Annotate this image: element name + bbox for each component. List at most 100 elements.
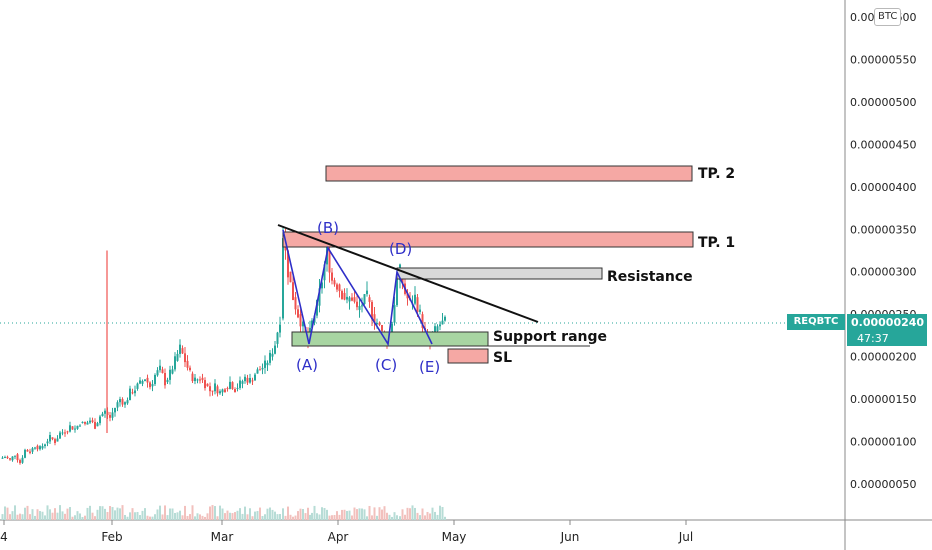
volume-bar bbox=[282, 508, 284, 520]
volume-bar bbox=[313, 505, 316, 520]
candle-body bbox=[21, 457, 24, 463]
plot-area[interactable] bbox=[0, 0, 845, 520]
x-axis-ticks: 4 Feb Mar Apr May Jun Jul bbox=[0, 520, 693, 544]
candle-body bbox=[249, 377, 251, 383]
x-tick-label: Mar bbox=[211, 530, 234, 544]
volume-bar bbox=[179, 510, 181, 520]
volume-bar bbox=[376, 515, 378, 520]
volume-bar bbox=[323, 507, 326, 520]
candle-body bbox=[323, 264, 326, 281]
volume-bar bbox=[321, 507, 323, 520]
candle-body bbox=[99, 416, 101, 424]
volume-bar bbox=[289, 514, 292, 520]
candle-body bbox=[114, 408, 116, 413]
sl-label: SL bbox=[493, 350, 512, 366]
candle-body bbox=[39, 446, 41, 450]
volume-bar bbox=[396, 515, 398, 520]
last-price-value: 0.00000240 bbox=[851, 316, 925, 329]
volume-bar bbox=[328, 515, 331, 520]
volume-bar bbox=[331, 515, 333, 520]
tp1-zone[interactable] bbox=[282, 231, 694, 248]
candle-body bbox=[444, 316, 446, 321]
volume-bars bbox=[1, 505, 446, 520]
candle-body bbox=[14, 455, 16, 457]
candle-body bbox=[271, 353, 274, 357]
volume-bar bbox=[444, 516, 446, 520]
volume-bar bbox=[226, 510, 229, 520]
volume-bar bbox=[429, 513, 431, 520]
volume-bar bbox=[21, 514, 24, 520]
volume-bar bbox=[89, 505, 91, 520]
symbol-badge: REQBTC bbox=[787, 314, 845, 330]
candle-body bbox=[156, 370, 159, 376]
candle-body bbox=[9, 458, 11, 460]
volume-bar bbox=[302, 509, 304, 520]
volume-bar bbox=[348, 510, 351, 520]
volume-bar bbox=[56, 512, 59, 520]
volume-bar bbox=[24, 507, 26, 520]
candle-body bbox=[302, 321, 304, 327]
volume-bar bbox=[216, 516, 219, 520]
candle-body bbox=[101, 413, 104, 417]
candle-body bbox=[254, 374, 256, 381]
currency-badge[interactable]: BTC bbox=[874, 8, 902, 26]
descending-trendline[interactable] bbox=[277, 224, 539, 323]
candle-body bbox=[287, 250, 289, 278]
volume-bar bbox=[49, 509, 51, 520]
candle-body bbox=[368, 297, 371, 302]
candle-body bbox=[166, 379, 169, 383]
volume-bar bbox=[363, 509, 366, 520]
volume-bar bbox=[104, 508, 106, 520]
volume-bar bbox=[274, 511, 276, 520]
x-tick-label: Jun bbox=[560, 530, 580, 544]
volume-bar bbox=[219, 505, 221, 520]
candle-body bbox=[199, 379, 201, 381]
candle-body bbox=[91, 420, 94, 422]
candle-body bbox=[376, 323, 378, 325]
candle-body bbox=[134, 390, 136, 394]
candle-body bbox=[169, 369, 171, 380]
volume-bar bbox=[196, 513, 199, 520]
candle-body bbox=[84, 421, 86, 424]
volume-bar bbox=[176, 512, 179, 520]
candle-body bbox=[419, 309, 421, 312]
volume-bar bbox=[74, 515, 76, 520]
volume-bar bbox=[333, 515, 336, 520]
volume-bar bbox=[171, 508, 174, 520]
volume-bar bbox=[391, 516, 393, 520]
volume-bar bbox=[378, 507, 381, 520]
volume-bar bbox=[131, 508, 134, 520]
candle-body bbox=[189, 367, 191, 371]
candle-body bbox=[126, 400, 129, 404]
volume-bar bbox=[366, 516, 368, 520]
volume-bar bbox=[431, 507, 434, 520]
resistance-label: Resistance bbox=[607, 269, 693, 285]
volume-bar bbox=[266, 508, 269, 520]
candle-body bbox=[34, 447, 36, 449]
y-axis-ticks: 0.000006000.000005500.000005000.00000450… bbox=[850, 11, 916, 491]
candle-body bbox=[279, 324, 281, 333]
candle-body bbox=[41, 446, 44, 449]
volume-bar bbox=[26, 505, 29, 520]
resistance-zone[interactable] bbox=[396, 267, 603, 280]
candle-body bbox=[71, 426, 74, 430]
y-tick-label: 0.00000100 bbox=[850, 436, 916, 449]
candle-body bbox=[236, 387, 239, 389]
candle-body bbox=[333, 280, 336, 285]
candle-body bbox=[159, 365, 161, 371]
tp2-zone[interactable] bbox=[325, 165, 693, 182]
y-tick-label: 0.00000200 bbox=[850, 351, 916, 364]
volume-bar bbox=[111, 507, 114, 520]
volume-bar bbox=[254, 511, 256, 520]
volume-bar bbox=[64, 513, 66, 520]
candle-body bbox=[214, 383, 216, 392]
stop-loss-zone[interactable] bbox=[447, 348, 489, 364]
candle-body bbox=[439, 324, 441, 327]
volume-bar bbox=[59, 505, 61, 520]
volume-bar bbox=[44, 515, 46, 520]
volume-bar bbox=[241, 513, 244, 520]
volume-bar bbox=[166, 515, 169, 520]
candle-body bbox=[144, 379, 146, 381]
abcde-wave-lines[interactable] bbox=[282, 229, 433, 347]
